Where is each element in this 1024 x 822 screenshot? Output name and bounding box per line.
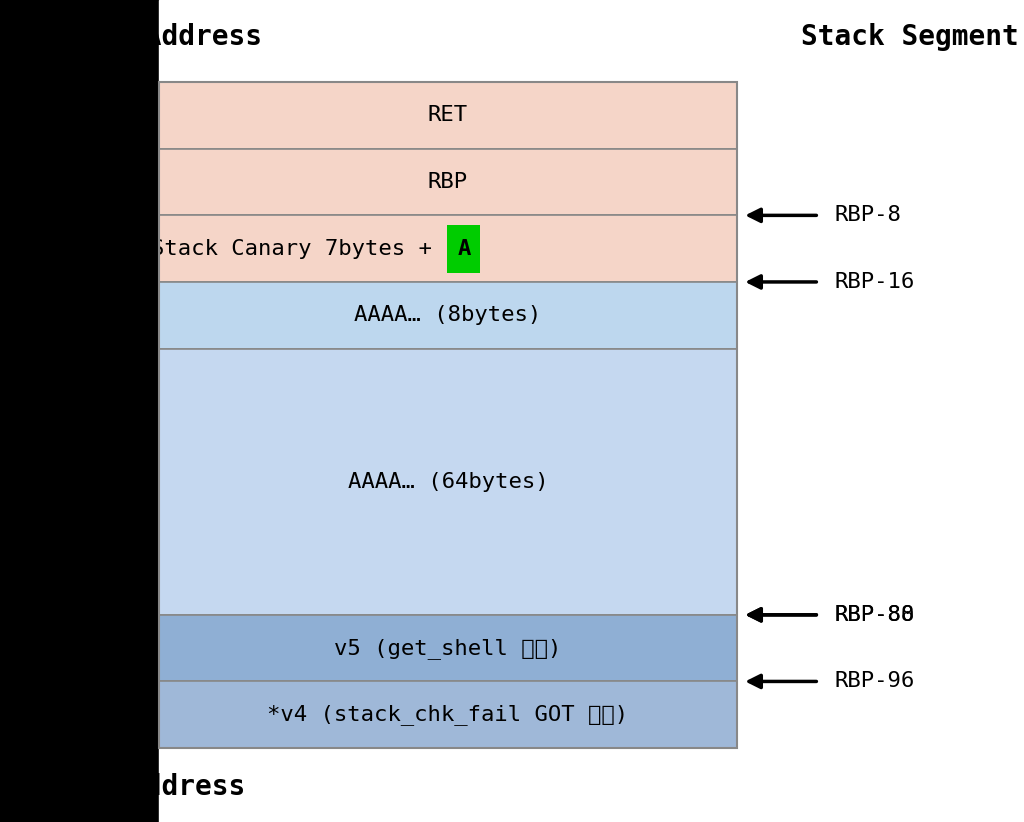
Bar	[159, 282, 737, 349]
Bar	[159, 681, 737, 748]
Text: AAAA… (64bytes): AAAA… (64bytes)	[348, 472, 548, 492]
Text: v5 (get_shell 주소): v5 (get_shell 주소)	[334, 638, 562, 658]
Text: RBP-96: RBP-96	[835, 672, 914, 691]
Text: *v4 (stack_chk_fail GOT 주소): *v4 (stack_chk_fail GOT 주소)	[267, 704, 629, 725]
Bar	[159, 0, 1024, 822]
Bar	[159, 215, 737, 282]
Text: RBP: RBP	[428, 172, 468, 192]
Text: A: A	[457, 238, 471, 259]
Bar	[159, 349, 737, 615]
Text: High Address: High Address	[61, 22, 262, 52]
Bar	[447, 224, 480, 273]
Bar	[159, 82, 737, 149]
Text: RBP-80: RBP-80	[835, 605, 914, 625]
Text: Stack Canary 7bytes +: Stack Canary 7bytes +	[152, 238, 445, 259]
Text: RBP-88: RBP-88	[835, 605, 914, 625]
Text: Stack Segment: Stack Segment	[801, 23, 1019, 51]
Bar	[159, 615, 737, 681]
Bar	[159, 82, 737, 748]
Bar	[0, 0, 159, 822]
Bar	[159, 149, 737, 215]
Text: RBP-8: RBP-8	[835, 206, 901, 225]
Text: RET: RET	[428, 105, 468, 126]
Text: RBP-16: RBP-16	[835, 272, 914, 292]
Text: Low Address: Low Address	[61, 774, 246, 801]
Text: AAAA… (8bytes): AAAA… (8bytes)	[354, 305, 542, 326]
